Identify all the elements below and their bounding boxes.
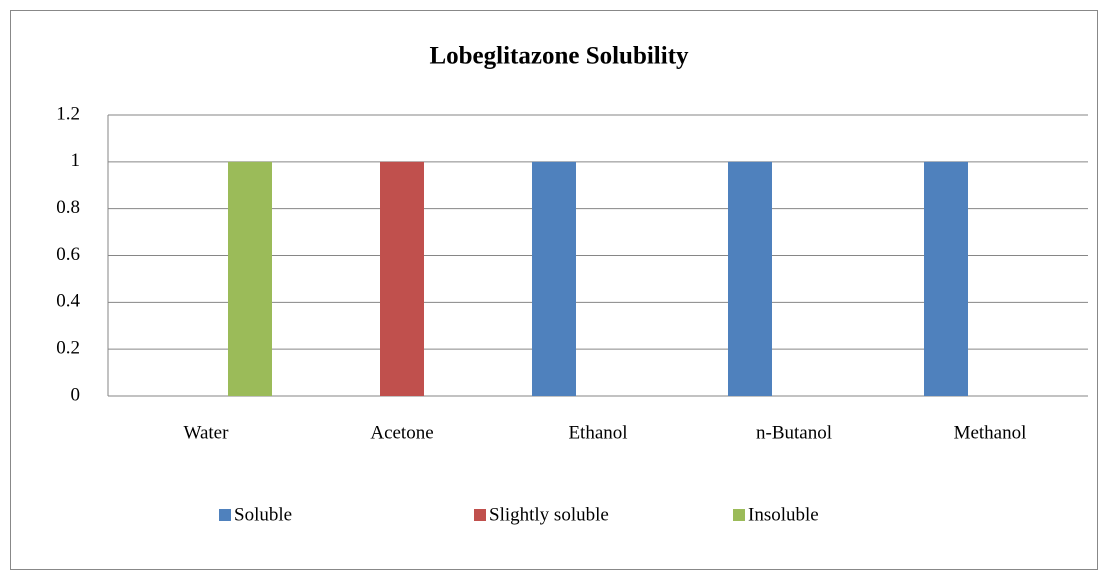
legend-swatch (219, 509, 231, 521)
bar (728, 161, 772, 396)
chart-title: Lobeglitazone Solubility (429, 43, 689, 70)
legend-label: Insoluble (748, 504, 819, 525)
x-tick-label: Water (184, 422, 230, 443)
bar (228, 161, 272, 396)
y-tick-label: 0 (71, 384, 81, 405)
x-tick-label: Methanol (954, 422, 1027, 443)
x-tick-label: n-Butanol (756, 422, 832, 443)
bar (924, 161, 968, 396)
y-tick-label: 1 (71, 150, 81, 171)
legend-swatch (474, 509, 486, 521)
bar (532, 161, 576, 396)
legend-swatch (733, 509, 745, 521)
x-tick-label: Acetone (370, 422, 433, 443)
legend-label: Soluble (234, 504, 292, 525)
legend-label: Slightly soluble (489, 504, 609, 525)
y-tick-label: 0.2 (56, 338, 80, 359)
x-tick-label: Ethanol (568, 422, 627, 443)
y-tick-label: 0.8 (56, 197, 80, 218)
bar (380, 161, 424, 396)
y-tick-label: 1.2 (56, 103, 80, 124)
y-tick-label: 0.6 (56, 244, 80, 265)
y-tick-label: 0.4 (56, 291, 80, 312)
